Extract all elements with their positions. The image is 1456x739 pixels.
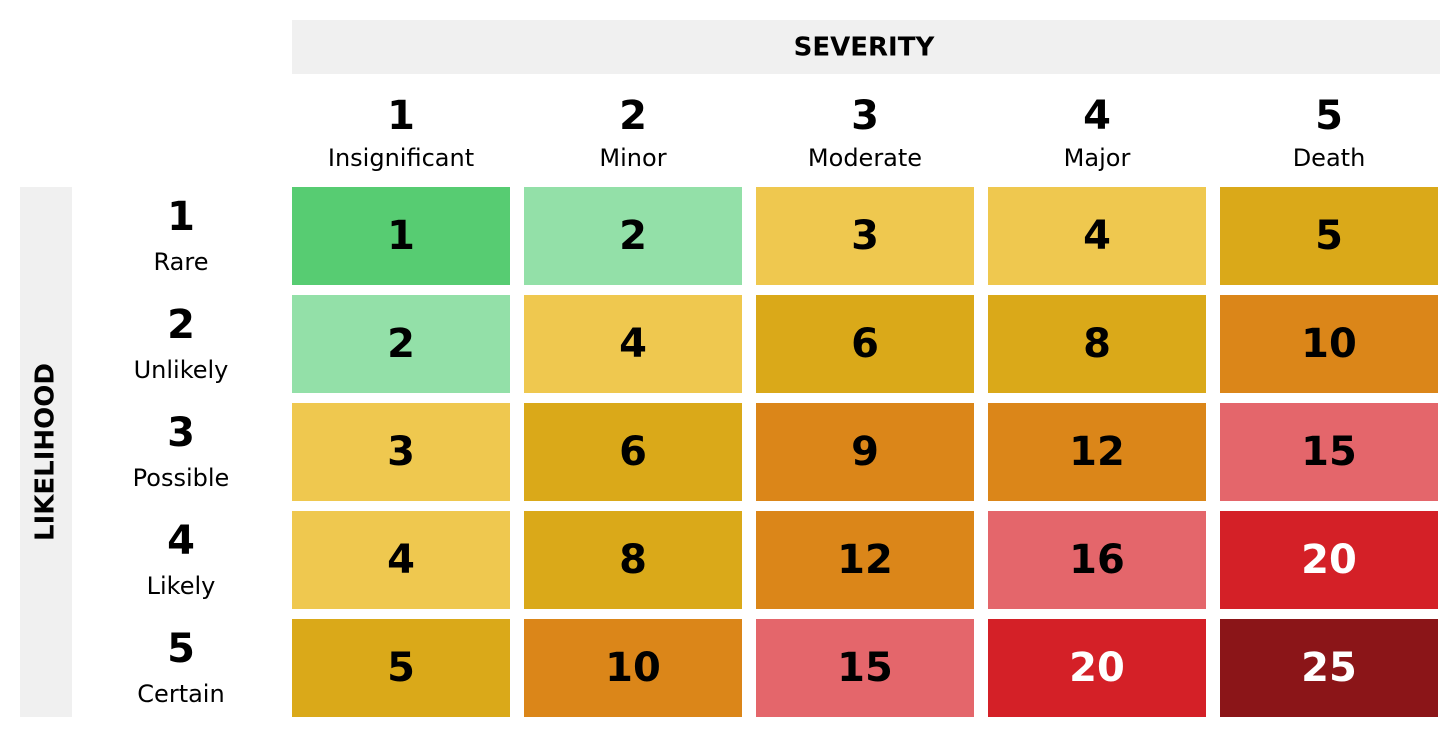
- risk-cell: [292, 187, 510, 285]
- risk-value: 5: [1315, 213, 1343, 259]
- risk-value: 16: [1069, 537, 1125, 583]
- risk-cell: [756, 619, 974, 717]
- risk-value: 5: [387, 645, 415, 691]
- row-number: 3: [167, 410, 195, 456]
- column-label: Minor: [599, 144, 666, 172]
- column-label: Insignificant: [328, 144, 474, 172]
- risk-cell: [524, 511, 742, 609]
- row-label: Rare: [154, 248, 209, 276]
- risk-value: 12: [837, 537, 893, 583]
- risk-value: 2: [619, 213, 647, 259]
- risk-cell: [756, 295, 974, 393]
- risk-cell: [524, 187, 742, 285]
- row-label: Unlikely: [134, 356, 229, 384]
- risk-cell: [292, 619, 510, 717]
- risk-cell: [1220, 295, 1438, 393]
- row-number: 1: [167, 194, 195, 240]
- risk-cell: [988, 295, 1206, 393]
- risk-value: 15: [1301, 429, 1357, 475]
- column-number: 1: [387, 93, 415, 139]
- risk-value: 4: [1083, 213, 1111, 259]
- risk-value: 9: [851, 429, 879, 475]
- risk-value: 15: [837, 645, 893, 691]
- risk-value: 25: [1301, 645, 1357, 691]
- risk-cell: [988, 619, 1206, 717]
- column-label: Death: [1293, 144, 1366, 172]
- risk-cell: [292, 511, 510, 609]
- risk-value: 4: [387, 537, 415, 583]
- column-number: 5: [1315, 93, 1343, 139]
- risk-value: 2: [387, 321, 415, 367]
- row-label: Possible: [133, 464, 230, 492]
- risk-cell: [524, 403, 742, 501]
- row-number: 5: [167, 626, 195, 672]
- severity-bar: [292, 20, 1440, 74]
- column-label: Moderate: [808, 144, 922, 172]
- risk-value: 4: [619, 321, 647, 367]
- risk-cell: [988, 511, 1206, 609]
- risk-value: 6: [851, 321, 879, 367]
- risk-value: 6: [619, 429, 647, 475]
- risk-value: 8: [619, 537, 647, 583]
- risk-cell: [756, 187, 974, 285]
- risk-value: 12: [1069, 429, 1125, 475]
- risk-value: 10: [605, 645, 661, 691]
- row-number: 4: [167, 518, 195, 564]
- risk-value: 8: [1083, 321, 1111, 367]
- severity-title: SEVERITY: [794, 33, 936, 63]
- risk-cell: [1220, 403, 1438, 501]
- risk-cell: [756, 403, 974, 501]
- row-label: Likely: [147, 572, 216, 600]
- risk-value: 3: [851, 213, 879, 259]
- risk-value: 3: [387, 429, 415, 475]
- risk-cell: [1220, 511, 1438, 609]
- risk-cell: [524, 619, 742, 717]
- column-number: 4: [1083, 93, 1111, 139]
- likelihood-title: LIKELIHOOD: [31, 363, 61, 541]
- risk-cell: [756, 511, 974, 609]
- risk-cell: [292, 403, 510, 501]
- row-label: Certain: [137, 680, 224, 708]
- risk-cell: [988, 187, 1206, 285]
- column-number: 3: [851, 93, 879, 139]
- row-number: 2: [167, 302, 195, 348]
- risk-cell: [1220, 187, 1438, 285]
- risk-value: 20: [1069, 645, 1125, 691]
- risk-value: 20: [1301, 537, 1357, 583]
- risk-cell: [524, 295, 742, 393]
- risk-value: 1: [387, 213, 415, 259]
- risk-cell: [292, 295, 510, 393]
- risk-value: 10: [1301, 321, 1357, 367]
- risk-cell: [1220, 619, 1438, 717]
- column-number: 2: [619, 93, 647, 139]
- likelihood-bar: [20, 187, 72, 717]
- column-label: Major: [1064, 144, 1131, 172]
- risk-cell: [988, 403, 1206, 501]
